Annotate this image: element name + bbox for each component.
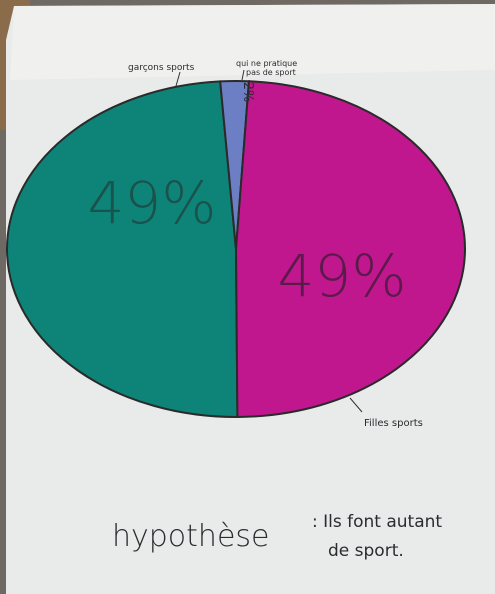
slice-label-girls: 49% [278,242,407,310]
annotation-arrow-garcons [175,71,181,87]
pie-chart: 2% 49% 49% [6,80,466,419]
slice-filles-sports [234,80,466,419]
annotation-arrow-none [241,69,245,81]
slice-label-boys: 49% [88,169,217,237]
annotation-garcons: garçons sports [128,63,195,73]
slice-garcons-sports [6,80,239,418]
annotation-none-line1: qui ne pratique [236,59,297,68]
annotation-none-line2: pas de sport [246,68,296,77]
hypothesis-line1: : Ils font autant [312,512,442,532]
hypothesis-line2: de sport. [328,541,404,561]
slice-label-small: 2% [240,82,255,103]
hypothesis-word: hypothèse [112,519,270,554]
annotation-filles: Filles sports [364,418,423,429]
annotation-arrow-filles [349,397,363,413]
